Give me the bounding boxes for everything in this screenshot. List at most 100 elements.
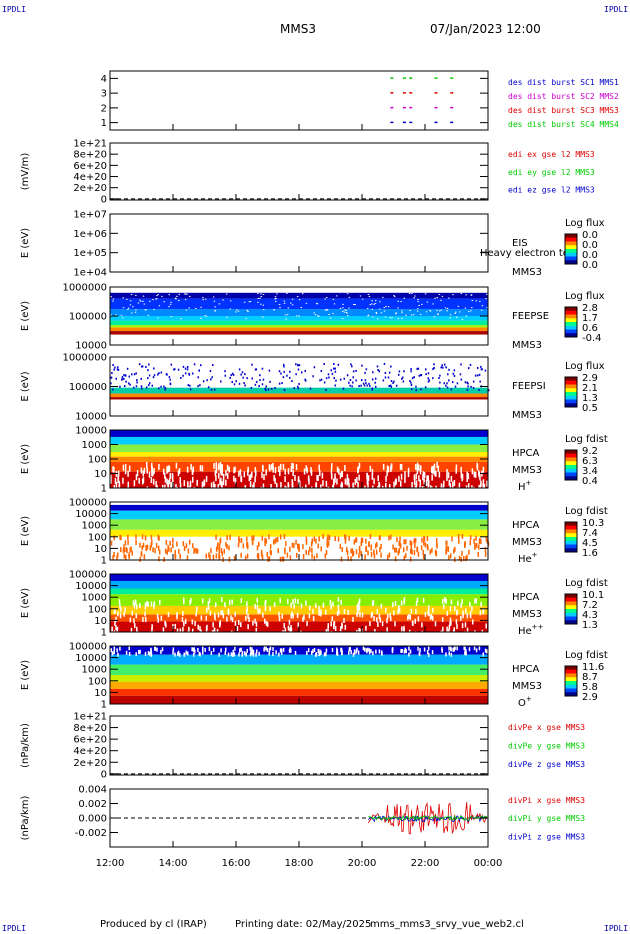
colorbar-swatch	[565, 525, 577, 530]
spectrogram-speckle	[416, 367, 418, 370]
spectrogram-speckle	[145, 309, 147, 311]
spectrogram-speckle	[426, 475, 428, 482]
colorbar-tick-label: 7.4	[582, 528, 598, 539]
spectrogram-speckle	[362, 382, 365, 385]
spectrogram-speckle	[206, 379, 208, 382]
spectrogram-speckle	[170, 484, 172, 491]
spectrogram-speckle	[135, 309, 137, 311]
spectrogram-speckle	[126, 548, 128, 554]
spectrogram-speckle	[464, 608, 467, 614]
spectrogram-speckle	[113, 646, 116, 651]
spectrogram-speckle	[119, 534, 121, 540]
colorbar-swatch	[565, 476, 577, 481]
spectrogram-speckle	[307, 550, 310, 556]
spectrogram-speckle	[458, 482, 461, 489]
spectrogram-speckle	[203, 479, 206, 486]
spectrogram-speckle	[282, 463, 285, 470]
spectrogram-speckle	[392, 381, 394, 384]
spectrogram-speckle	[279, 470, 281, 477]
spectrogram-speckle	[394, 313, 397, 315]
spectrogram-speckle	[250, 386, 253, 389]
spectrogram-speckle	[124, 468, 127, 475]
spectrogram-speckle	[388, 371, 391, 374]
spectrogram-speckle	[459, 311, 461, 313]
spectrogram-speckle	[358, 627, 360, 633]
spectrogram-speckle	[269, 606, 271, 612]
spectrogram-speckle	[388, 535, 390, 541]
colorbar-tick-label: 4.5	[582, 538, 598, 549]
spectrogram-speckle	[374, 381, 376, 384]
spectrogram-speckle	[189, 480, 192, 487]
spectrogram-speckle	[382, 296, 384, 298]
spectrogram-speckle	[219, 537, 222, 543]
spectrogram-speckle	[424, 542, 427, 548]
spectrogram-speckle	[231, 617, 234, 623]
colorbar-frame	[564, 593, 578, 625]
spectrogram-speckle	[394, 621, 396, 627]
spectrogram-speckle	[335, 295, 338, 297]
spectrogram-speckle	[459, 373, 462, 376]
y-tick-label: 1000000	[62, 353, 107, 364]
spectrogram-speckle	[302, 554, 305, 560]
spectrogram-speckle	[221, 469, 223, 476]
colorbar-tick-label: 1.7	[582, 313, 598, 324]
spectrogram-speckle	[410, 388, 413, 391]
spectrogram-speckle	[301, 486, 304, 493]
spectrogram-speckle	[123, 374, 125, 377]
spectrogram-speckle	[158, 463, 160, 470]
spectrogram-speckle	[485, 536, 488, 542]
spectrogram-speckle	[431, 650, 434, 655]
spectrogram-speckle	[289, 555, 292, 561]
spectrogram-speckle	[357, 607, 359, 613]
spectrogram-speckle	[199, 626, 201, 632]
spectrogram-speckle	[148, 384, 150, 387]
spectrogram-speckle	[373, 478, 375, 485]
colorbar-tick-label: 0.0	[582, 250, 598, 261]
spectrogram-speckle	[131, 550, 134, 556]
spectrogram-speckle	[213, 463, 215, 470]
spectrogram-speckle	[413, 550, 416, 556]
spectrogram-speckle	[119, 603, 121, 609]
spectrogram-speckle	[112, 555, 114, 561]
spectrogram-speckle	[215, 462, 217, 469]
spectrogram-speckle	[475, 598, 478, 604]
instrument-label: MMS3	[512, 410, 542, 421]
spectrogram-speckle	[117, 368, 120, 371]
spectrogram-speckle	[408, 652, 410, 657]
spectrogram-speckle	[338, 609, 340, 615]
y-tick-label: 0	[101, 194, 107, 205]
spectrogram-speckle	[404, 648, 407, 653]
y-axis-label: E (eV)	[20, 588, 31, 618]
spectrogram-speckle	[261, 383, 264, 386]
spectrogram-speckle	[425, 368, 427, 371]
spectrogram-speckle	[282, 363, 285, 366]
spectrogram-speckle	[482, 482, 484, 489]
spectrogram-speckle	[282, 376, 285, 379]
spectrogram-speckle	[148, 363, 150, 366]
colorbar-swatch	[565, 540, 577, 545]
spectrogram-speckle	[206, 607, 208, 613]
spectrogram-speckle	[409, 310, 411, 312]
spectrogram-speckle	[446, 474, 448, 481]
spectrogram-speckle	[306, 467, 308, 474]
spectrogram-speckle	[445, 548, 447, 554]
spectrogram-speckle	[320, 378, 323, 381]
spectrogram-speckle	[204, 315, 206, 317]
colorbar-swatch	[565, 594, 577, 599]
spectrogram-speckle	[419, 479, 422, 486]
spectrogram-speckle	[460, 466, 462, 473]
spectrogram-speckle	[433, 463, 436, 470]
spectrogram-speckle	[482, 479, 485, 486]
spectrogram-speckle	[457, 600, 459, 606]
spectrogram-speckle	[281, 556, 284, 562]
spectrogram-speckle	[398, 540, 401, 546]
spectrogram-speckle	[219, 380, 222, 383]
spectrogram-speckle	[369, 304, 372, 306]
spectrogram-speckle	[329, 317, 332, 319]
spectrogram-speckle	[313, 647, 316, 652]
spectrogram-speckle	[225, 293, 228, 295]
spectrogram-speckle	[228, 545, 230, 551]
spectrogram-speckle	[333, 624, 335, 630]
spectrogram-speckle	[463, 631, 466, 637]
y-tick-label: 2e+20	[73, 183, 107, 194]
